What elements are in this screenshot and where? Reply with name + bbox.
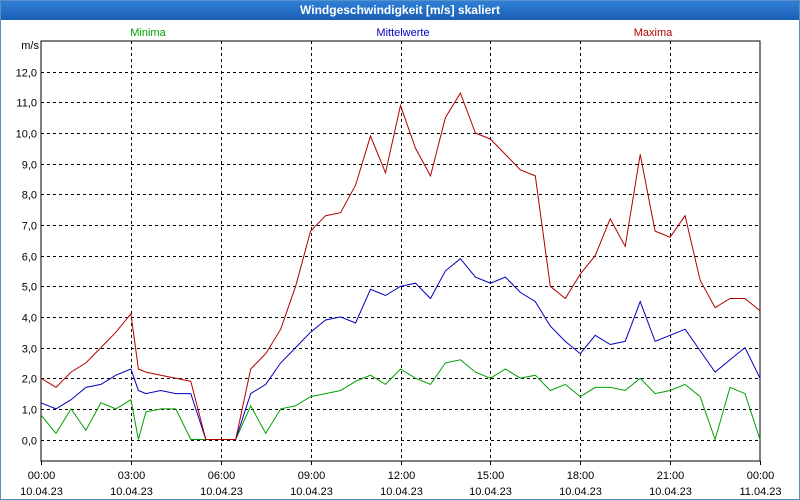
y-tick-label: 12,0 (16, 68, 37, 80)
x-tick-date: 10.04.23 (200, 486, 243, 498)
series-line-minima (40, 359, 761, 442)
x-tick-time: 00:00 (28, 470, 56, 482)
y-tick-label: 4,0 (22, 313, 37, 325)
legend-minima: Minima (130, 27, 166, 39)
y-tick-label: 6,0 (22, 252, 37, 264)
y-tick-label: 8,0 (22, 190, 37, 202)
x-tick-date: 10.04.23 (559, 486, 602, 498)
x-tick-time: 15:00 (477, 470, 505, 482)
y-tick-label: 2,0 (22, 374, 37, 386)
x-tick-date: 10.04.23 (380, 486, 423, 498)
x-tick-date: 10.04.23 (290, 486, 333, 498)
y-tick-label: 10,0 (16, 129, 37, 141)
x-tick-date: 11.04.23 (739, 486, 781, 498)
x-tick-time: 03:00 (118, 470, 146, 482)
x-tick-time: 06:00 (208, 470, 236, 482)
x-tick-date: 10.04.23 (20, 486, 63, 498)
window-title: Windgeschwindigkeit [m/s] skaliert (1, 1, 799, 20)
x-tick-date: 10.04.23 (469, 486, 512, 498)
x-tick-date: 10.04.23 (649, 486, 692, 498)
y-tick-label: 0,0 (22, 436, 37, 448)
x-tick-time: 00:00 (747, 470, 775, 482)
y-tick-label: 5,0 (22, 282, 37, 294)
y-tick-label: 9,0 (22, 160, 37, 172)
x-tick-date: 10.04.23 (110, 486, 153, 498)
y-tick-label: 7,0 (22, 221, 37, 233)
y-tick-label: 11,0 (16, 98, 37, 110)
series-line-mittelwerte (40, 257, 761, 440)
y-tick-label: 1,0 (22, 405, 37, 417)
y-tick-label: 3,0 (22, 344, 37, 356)
x-tick-time: 21:00 (657, 470, 685, 482)
y-axis-label: m/s (21, 40, 39, 52)
x-tick-time: 12:00 (388, 470, 416, 482)
legend-mittelwerte: Mittelwerte (376, 27, 429, 39)
x-tick-time: 18:00 (567, 470, 595, 482)
series-line-maxima (40, 91, 761, 440)
legend-maxima: Maxima (634, 27, 673, 39)
x-tick-time: 09:00 (298, 470, 326, 482)
